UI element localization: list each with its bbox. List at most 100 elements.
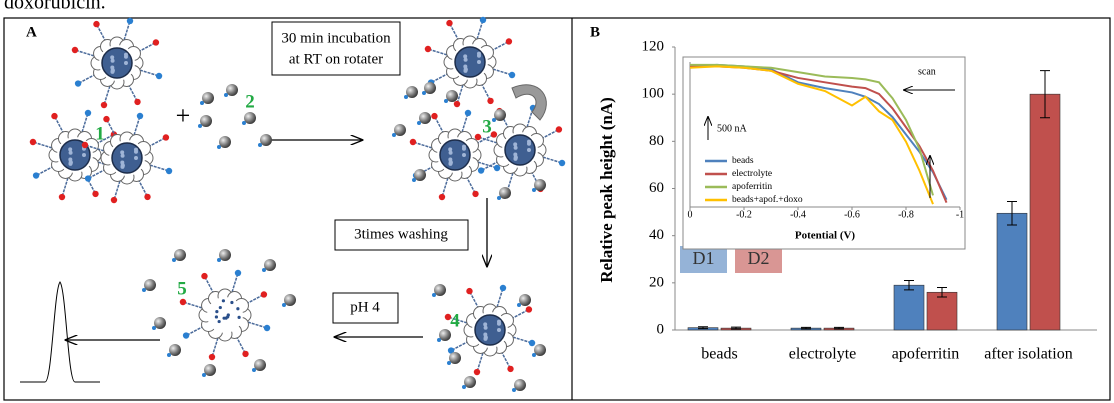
step-text: at RT on rotater — [289, 51, 383, 67]
antibody-tip — [162, 134, 170, 141]
antibody-tip — [558, 159, 566, 167]
linker — [465, 175, 476, 193]
bead — [464, 376, 476, 388]
component-number: 4 — [450, 310, 460, 331]
legend-swatch — [735, 246, 782, 273]
linker — [123, 22, 131, 41]
linker — [429, 48, 448, 56]
core-dot — [110, 58, 115, 63]
linker — [245, 294, 263, 305]
antibody-tip — [81, 141, 89, 149]
legend-label: beads — [732, 156, 754, 166]
core-dot — [110, 68, 115, 73]
bead-tag — [224, 93, 228, 97]
annotation: 500 nA — [717, 123, 748, 134]
antibody-tip — [32, 172, 40, 179]
core-dot — [133, 149, 138, 154]
bead — [219, 136, 231, 148]
antibody-tip — [431, 112, 438, 120]
linker — [96, 25, 107, 43]
bead — [534, 344, 546, 356]
antibody-tip — [71, 46, 79, 54]
bead-tag — [252, 368, 256, 372]
bead-tag — [142, 288, 146, 292]
y-tick-label: 100 — [642, 86, 665, 102]
antibody-tip — [93, 20, 100, 28]
x-tick-label: beads — [701, 346, 737, 363]
core-dot — [461, 146, 466, 151]
antibody-tip — [493, 164, 501, 172]
linker — [89, 168, 107, 179]
annotation: scan — [918, 66, 936, 77]
bead-tag — [198, 124, 202, 128]
bead — [449, 352, 461, 364]
linker — [449, 316, 468, 324]
linker — [86, 144, 105, 152]
antibody-tip — [528, 339, 536, 347]
antibody-tip — [473, 368, 481, 376]
error-bar — [937, 287, 947, 298]
bead — [424, 82, 436, 94]
drug-dot — [215, 310, 219, 314]
bead — [414, 169, 426, 181]
bead — [534, 179, 546, 191]
bead — [226, 84, 238, 96]
bead — [284, 294, 296, 306]
antibody-tip — [29, 138, 37, 146]
linker — [434, 117, 445, 135]
bead-tag — [258, 143, 262, 147]
bead-tag — [242, 121, 246, 125]
core-dot — [120, 153, 125, 158]
bead-tag — [437, 338, 441, 342]
bead-tag — [517, 303, 521, 307]
core-dot — [68, 150, 73, 155]
linker — [492, 68, 511, 76]
antibody-tip — [555, 126, 563, 133]
bead — [204, 364, 216, 376]
antibody-tip — [51, 112, 58, 120]
antibody-tip — [103, 115, 110, 123]
linker — [211, 337, 219, 356]
core-dot — [448, 150, 453, 155]
bead — [439, 329, 451, 341]
bead-tag — [200, 101, 204, 105]
component-number: 5 — [177, 278, 187, 299]
core-dot — [82, 153, 86, 157]
core-dot — [448, 160, 453, 165]
core-dot — [463, 57, 468, 62]
component-number: 1 — [95, 123, 105, 144]
legend-label: D2 — [748, 248, 770, 268]
drug-dot — [237, 315, 241, 319]
core-dot — [120, 150, 125, 155]
linker — [133, 117, 141, 136]
antibody-tip — [487, 97, 494, 105]
antibody-tip — [100, 101, 108, 109]
core-dot — [68, 147, 73, 152]
core-dot — [120, 163, 125, 168]
arrows — [20, 140, 487, 383]
x-tick-label: -0.2 — [736, 209, 752, 220]
x-tick-label: -1 — [956, 209, 964, 220]
bead-tag — [492, 118, 496, 122]
error-bar — [1040, 70, 1050, 119]
linker — [482, 160, 500, 171]
x-tick-label: after isolation — [984, 346, 1072, 363]
bead-tag — [167, 353, 171, 357]
linker — [449, 24, 460, 42]
bead-tag — [512, 388, 516, 392]
linker — [540, 129, 558, 140]
core-dot — [124, 61, 128, 65]
linker — [127, 83, 138, 101]
core-dot — [513, 155, 518, 160]
antibody-tip — [84, 109, 92, 117]
error-bar — [801, 326, 811, 330]
bead — [154, 317, 166, 329]
antibody-tip — [446, 19, 453, 27]
core-dot — [483, 322, 488, 327]
bead-tag — [404, 95, 408, 99]
x-tick-label: -0.8 — [898, 209, 914, 220]
antibody-tip — [182, 332, 190, 339]
antibody-tip — [438, 193, 446, 201]
antibody-tip — [74, 80, 82, 87]
